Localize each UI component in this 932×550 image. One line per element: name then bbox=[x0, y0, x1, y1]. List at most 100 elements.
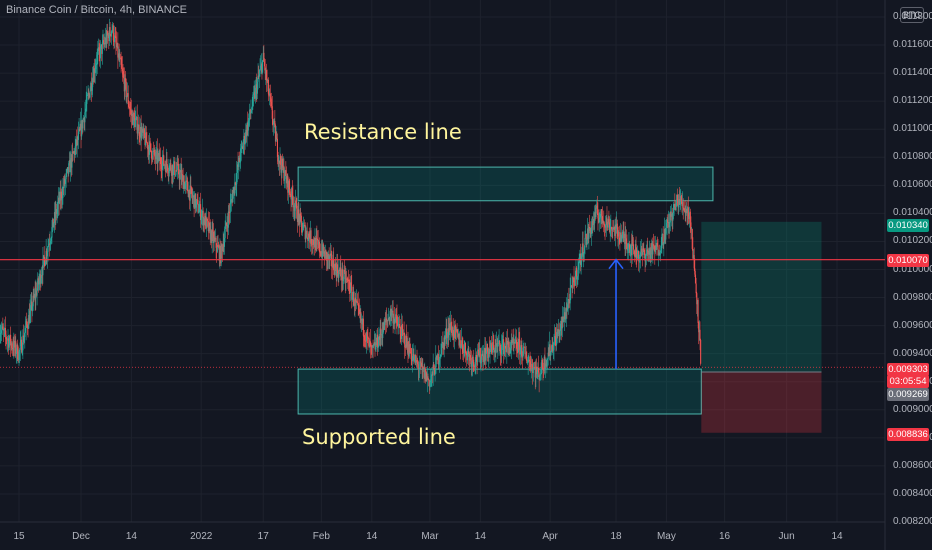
candle-body bbox=[336, 264, 339, 274]
candle-body bbox=[593, 219, 595, 224]
candle-body bbox=[420, 361, 422, 363]
candle-body bbox=[535, 366, 537, 378]
candle-body bbox=[556, 332, 558, 346]
candle-body bbox=[54, 212, 56, 218]
candle-body bbox=[8, 340, 10, 348]
candle-body bbox=[273, 122, 275, 125]
candle-body bbox=[243, 135, 245, 144]
candle-body bbox=[240, 148, 242, 162]
candle-body bbox=[501, 344, 503, 355]
candle-body bbox=[331, 266, 333, 268]
candle-body bbox=[365, 340, 367, 342]
candle-body bbox=[160, 164, 162, 170]
candle-body bbox=[172, 165, 174, 176]
candle-body bbox=[296, 218, 299, 223]
candle-body bbox=[310, 230, 312, 244]
candle-body bbox=[530, 367, 532, 372]
candle-body bbox=[65, 173, 67, 180]
candle-body bbox=[238, 157, 240, 167]
candle-body bbox=[26, 324, 28, 328]
candle-body bbox=[536, 371, 538, 375]
candle-body bbox=[383, 322, 385, 331]
candle-body bbox=[444, 337, 446, 340]
candle-body bbox=[218, 246, 220, 248]
candle-body bbox=[430, 375, 432, 381]
candle-body bbox=[90, 83, 92, 91]
candle-body bbox=[507, 341, 509, 345]
candle-body bbox=[136, 116, 138, 134]
candle-body bbox=[194, 193, 196, 209]
candle-body bbox=[361, 319, 363, 325]
candle-body bbox=[431, 371, 434, 376]
candle-body bbox=[168, 165, 171, 172]
candle-body bbox=[667, 219, 669, 223]
candle-body bbox=[73, 150, 75, 154]
candle-body bbox=[497, 343, 499, 347]
candle-body bbox=[570, 285, 572, 287]
candle-body bbox=[103, 40, 105, 44]
candle-body bbox=[311, 243, 313, 245]
candle-body bbox=[342, 279, 344, 281]
candle-body bbox=[586, 239, 588, 245]
candle-body bbox=[68, 163, 70, 174]
candle-body bbox=[634, 254, 636, 258]
candle-body bbox=[603, 223, 605, 227]
candle-body bbox=[604, 226, 606, 228]
candle-body bbox=[40, 278, 42, 284]
candle-body bbox=[433, 364, 435, 368]
candle-body bbox=[169, 163, 171, 166]
candle-body bbox=[316, 238, 319, 241]
candle-body bbox=[661, 233, 664, 235]
candle-body bbox=[670, 211, 672, 217]
candle-body bbox=[476, 360, 478, 363]
candle-body bbox=[460, 346, 462, 348]
candle-body bbox=[291, 188, 293, 198]
candle-body bbox=[17, 359, 19, 360]
currency-badge[interactable]: BTC bbox=[900, 7, 924, 23]
candle-body bbox=[453, 325, 456, 338]
candle-body bbox=[15, 353, 17, 354]
candle-body bbox=[271, 101, 273, 107]
candle-body bbox=[564, 312, 566, 320]
candle-body bbox=[164, 164, 166, 166]
candle-body bbox=[449, 323, 451, 331]
candle-body bbox=[440, 354, 442, 357]
candle-body bbox=[514, 340, 516, 344]
candle-body bbox=[510, 348, 512, 350]
candle-body bbox=[429, 382, 431, 387]
candle-body bbox=[209, 225, 211, 240]
price-tick-label: 0.008200 bbox=[893, 516, 932, 527]
candle-body bbox=[625, 238, 627, 244]
candle-body bbox=[225, 222, 227, 226]
candle-body bbox=[32, 295, 34, 307]
candle-body bbox=[81, 120, 83, 129]
candle-body bbox=[134, 117, 136, 128]
candle-body bbox=[204, 216, 206, 225]
candle-body bbox=[77, 131, 79, 140]
candle-body bbox=[221, 244, 223, 247]
candle-body bbox=[681, 201, 683, 207]
candle-body bbox=[321, 251, 323, 258]
candle-body bbox=[31, 301, 33, 312]
candle-body bbox=[498, 340, 500, 344]
candle-body bbox=[439, 356, 441, 357]
candle-body bbox=[220, 245, 222, 264]
candle-body bbox=[499, 340, 501, 345]
candle-body bbox=[344, 271, 346, 283]
candle-body bbox=[544, 356, 546, 369]
candle-body bbox=[328, 254, 330, 261]
price-tick-label: 0.008400 bbox=[893, 487, 932, 499]
candle-body bbox=[36, 288, 38, 296]
candle-body bbox=[487, 351, 489, 358]
candle-body bbox=[28, 314, 30, 329]
candle-body bbox=[22, 335, 24, 351]
candle-body bbox=[282, 158, 284, 168]
candle-body bbox=[219, 245, 221, 261]
candle-body bbox=[574, 282, 576, 286]
candle-body bbox=[367, 336, 369, 338]
candle-body bbox=[185, 180, 187, 184]
candle-body bbox=[52, 218, 54, 228]
candle-body bbox=[573, 277, 575, 283]
candle-body bbox=[242, 143, 244, 149]
